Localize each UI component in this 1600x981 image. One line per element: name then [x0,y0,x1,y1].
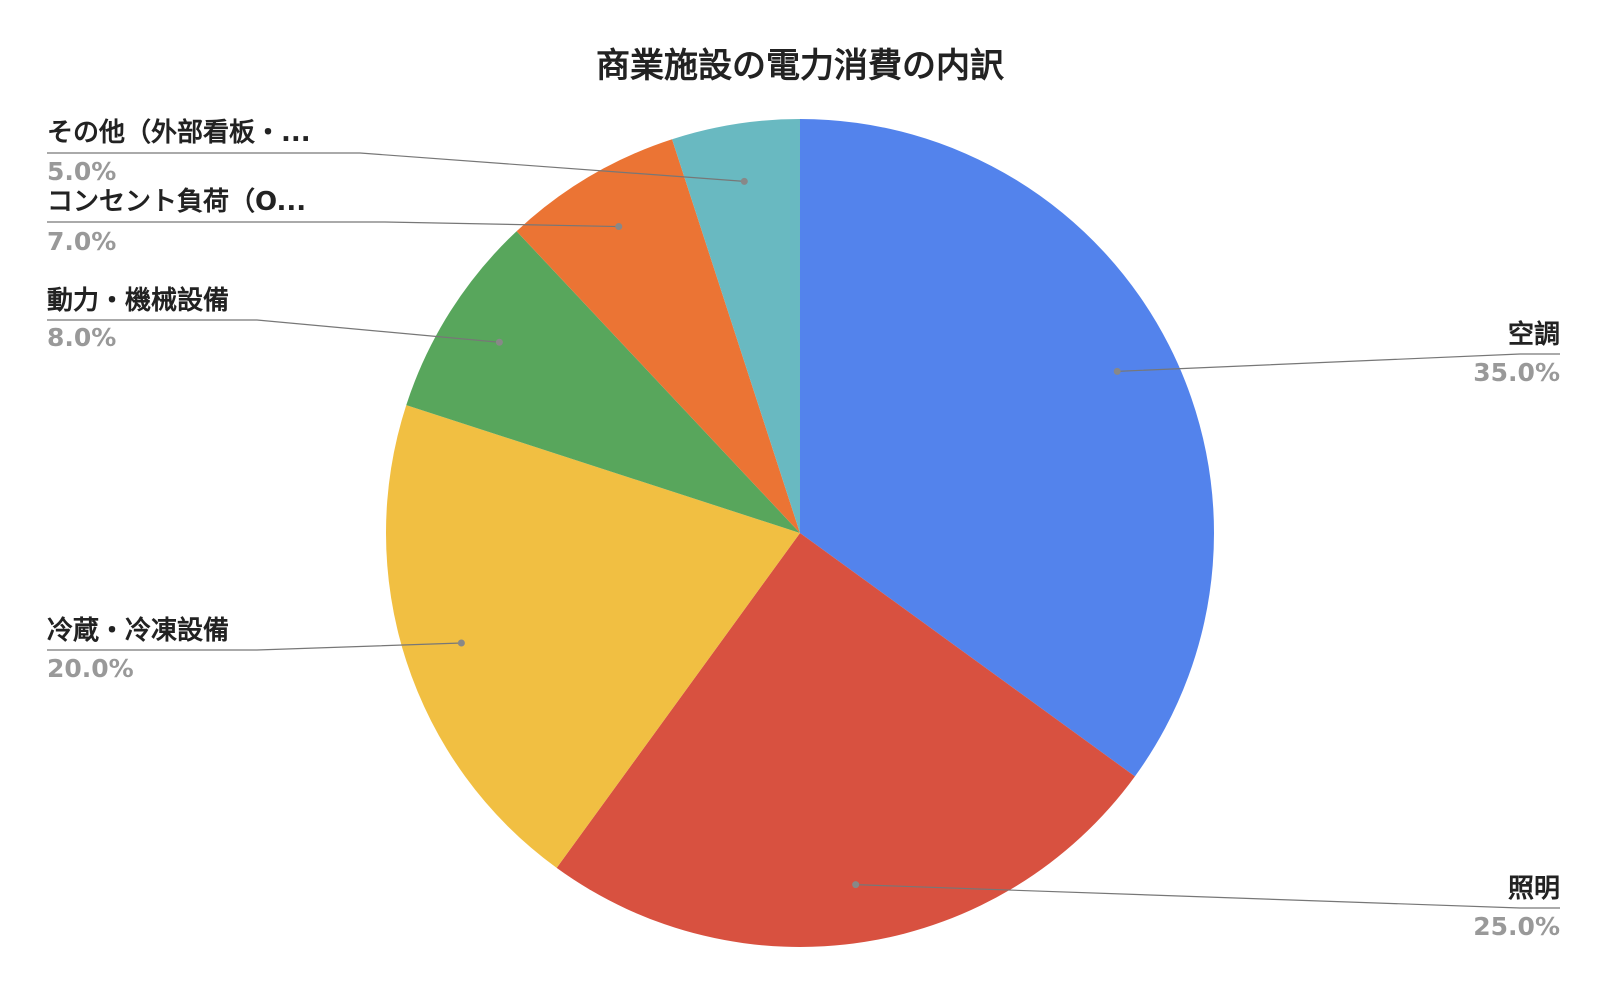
slice-5[interactable] [672,119,800,533]
leader-dot [615,223,623,231]
slice-percent-label: 8.0% [47,323,116,352]
slice-percent-label: 7.0% [47,227,116,256]
slice-3[interactable] [406,231,800,534]
pie-slices [386,119,1214,947]
slice-label: 空調 [1508,319,1560,350]
leader-dot [852,881,860,889]
chart-title: 商業施設の電力消費の内訳 [596,46,1004,86]
slice-percent-label: 35.0% [1473,358,1560,387]
slice-label: 冷蔵・冷凍設備 [47,615,229,646]
leader-line [855,884,1560,909]
slice-label: その他（外部看板・... [47,118,311,148]
slice-percent-label: 20.0% [47,654,134,683]
slice-label: 動力・機械設備 [47,285,229,316]
leader-lines [47,152,1560,909]
slice-label: コンセント負荷（O... [47,187,306,217]
slice-1[interactable] [556,533,1135,947]
slice-label: 照明 [1508,874,1560,904]
leader-line [1117,353,1560,372]
slice-2[interactable] [386,405,800,868]
leader-dot [457,639,465,647]
leader-dot [495,338,503,346]
slice-4[interactable] [516,139,800,533]
leader-line [47,642,462,651]
slice-percent-label: 25.0% [1473,912,1560,941]
slice-0[interactable] [800,119,1214,777]
slice-percent-label: 5.0% [47,157,116,186]
leader-line [47,221,619,228]
leader-line [47,319,500,343]
leader-line [47,152,745,182]
leader-dot [1113,367,1121,375]
slice-labels: 空調 35.0% 照明 25.0% 冷蔵・冷凍設備 20.0% 動力・機械設備 8.0% コンセ… [47,118,1560,941]
leader-dot [740,177,748,185]
